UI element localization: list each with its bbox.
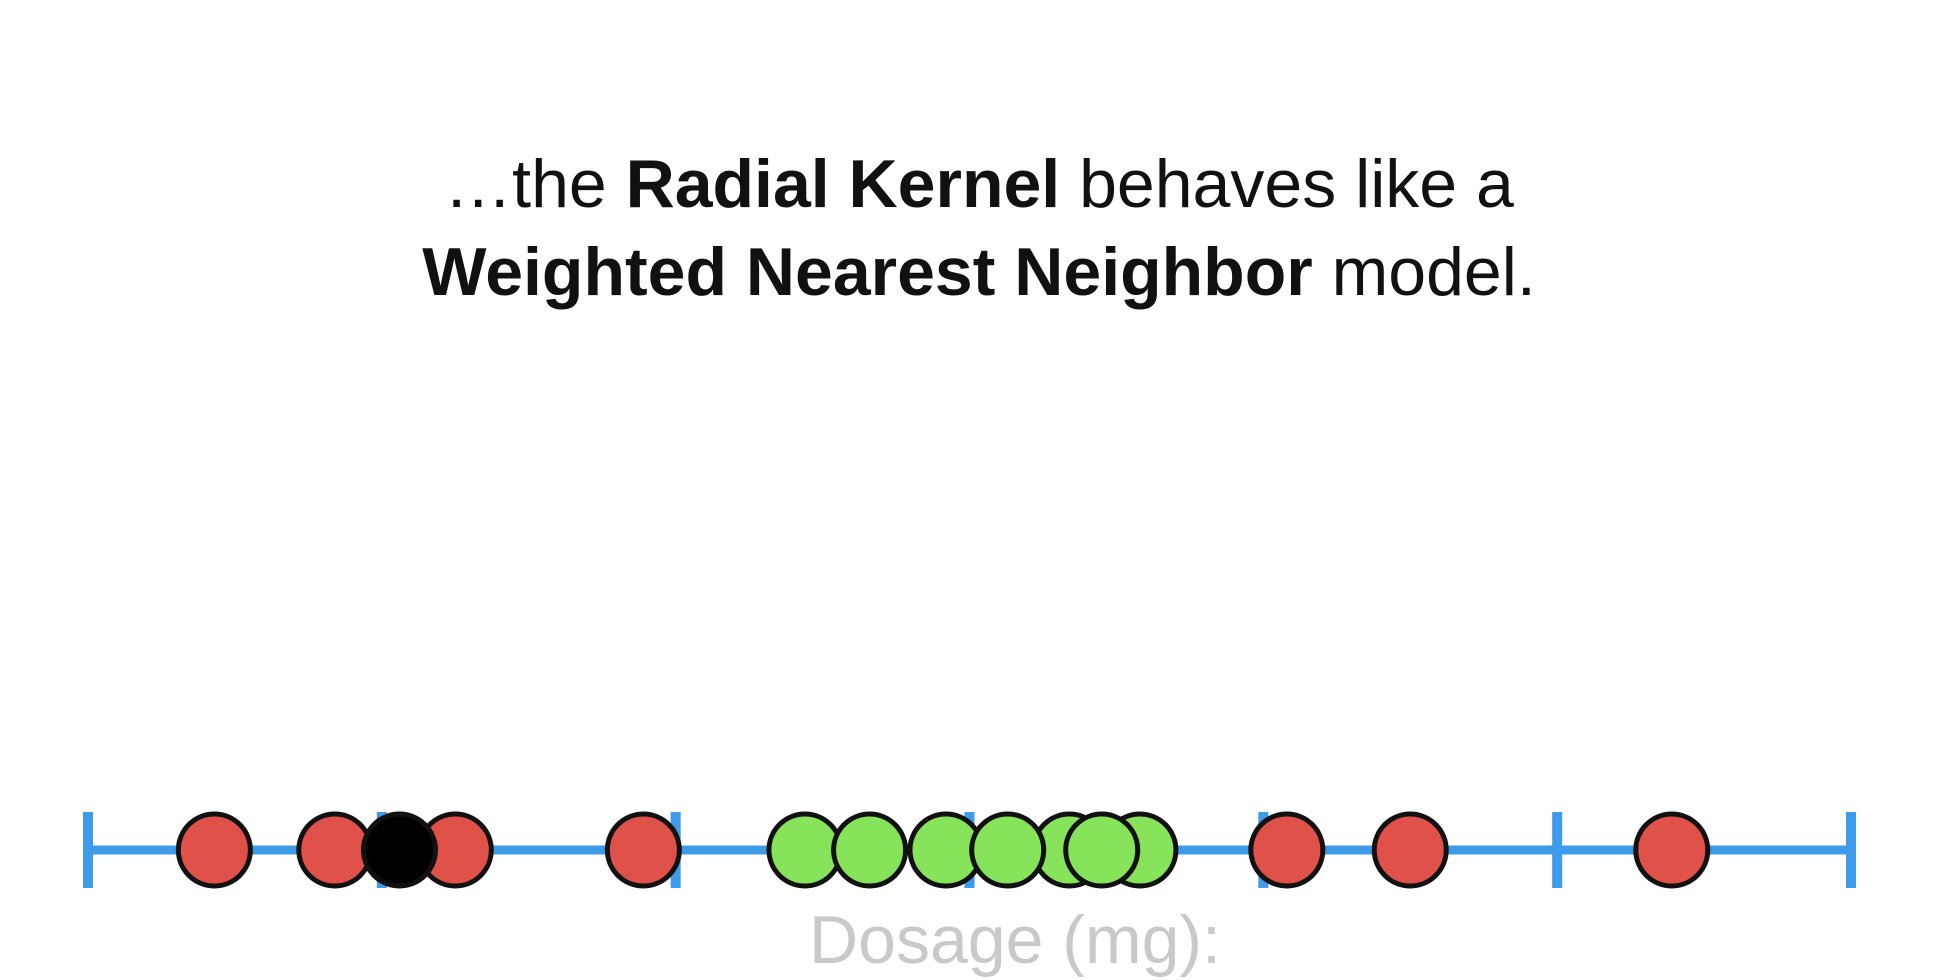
caption-line-2-part-2: model. (1312, 234, 1536, 310)
caption: …the Radial Kernel behaves like a Weight… (0, 140, 1958, 316)
caption-line-2-part-1: Weighted Nearest Neighbor (422, 234, 1313, 310)
red-point-3 (604, 811, 682, 889)
data-points (175, 811, 1711, 889)
red-point-12 (1371, 811, 1449, 889)
green-point-5 (831, 811, 909, 889)
caption-line-1: …the Radial Kernel behaves like a (0, 140, 1958, 228)
green-point-9 (969, 811, 1047, 889)
green-point-10 (1063, 811, 1141, 889)
caption-line-1-part-2: Radial Kernel (625, 146, 1061, 222)
red-point-1 (296, 811, 374, 889)
red-point-11 (1248, 811, 1326, 889)
axis-label: Dosage (mg): (809, 902, 1221, 978)
caption-line-1-part-3: behaves like a (1060, 146, 1514, 222)
caption-line-2: Weighted Nearest Neighbor model. (0, 228, 1958, 316)
red-point-13 (1633, 811, 1711, 889)
red-point-0 (175, 811, 253, 889)
green-point-4 (766, 811, 844, 889)
caption-line-1-part-1: …the (444, 146, 626, 222)
new-observation-point (360, 811, 438, 889)
